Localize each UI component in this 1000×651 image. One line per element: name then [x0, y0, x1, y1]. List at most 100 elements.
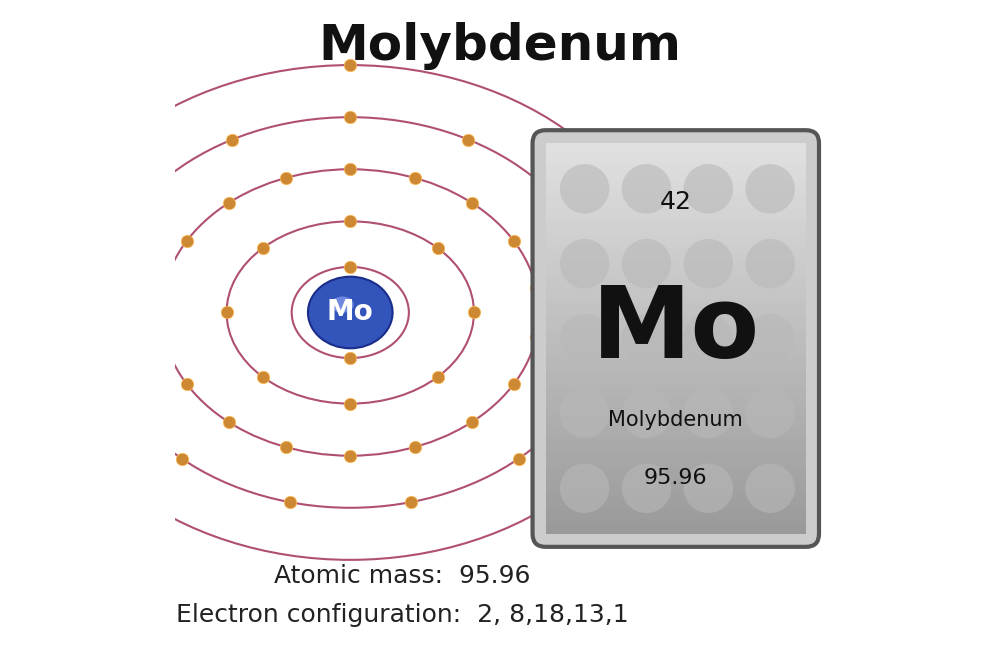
Bar: [546, 451, 806, 456]
Bar: [546, 432, 806, 436]
Text: 95.96: 95.96: [644, 469, 708, 488]
Bar: [546, 217, 806, 221]
Point: [342, 164, 358, 174]
Point: [342, 398, 358, 409]
Point: [156, 332, 172, 342]
Point: [255, 243, 271, 253]
Circle shape: [560, 239, 609, 288]
Point: [511, 454, 527, 464]
Bar: [546, 256, 806, 260]
FancyBboxPatch shape: [533, 130, 819, 547]
Point: [506, 379, 522, 389]
Circle shape: [745, 314, 795, 363]
Bar: [546, 236, 806, 241]
Bar: [546, 146, 806, 151]
Point: [90, 284, 106, 294]
Bar: [546, 400, 806, 405]
Point: [282, 497, 298, 507]
Bar: [546, 205, 806, 210]
Bar: [546, 193, 806, 198]
Text: Mo: Mo: [592, 282, 760, 380]
Text: 42: 42: [660, 190, 692, 214]
Circle shape: [684, 239, 733, 288]
Bar: [546, 412, 806, 417]
Bar: [546, 373, 806, 378]
Bar: [546, 299, 806, 303]
Circle shape: [560, 389, 609, 438]
Bar: [546, 396, 806, 401]
Point: [278, 173, 294, 183]
Bar: [546, 186, 806, 190]
Text: Mo: Mo: [327, 298, 374, 327]
Bar: [546, 311, 806, 315]
Bar: [546, 525, 806, 530]
Bar: [546, 221, 806, 225]
Bar: [546, 248, 806, 253]
Bar: [546, 182, 806, 186]
Bar: [546, 166, 806, 171]
Point: [464, 417, 480, 428]
Point: [179, 236, 195, 246]
Circle shape: [622, 239, 671, 288]
Point: [430, 372, 446, 382]
Point: [174, 454, 190, 464]
Circle shape: [622, 314, 671, 363]
Point: [342, 262, 358, 272]
Bar: [546, 154, 806, 159]
Bar: [546, 252, 806, 256]
Bar: [546, 436, 806, 440]
Bar: [546, 463, 806, 467]
Bar: [546, 510, 806, 514]
Point: [464, 197, 480, 208]
Bar: [546, 287, 806, 292]
Bar: [546, 322, 806, 327]
Bar: [546, 162, 806, 167]
Bar: [546, 514, 806, 518]
Bar: [546, 150, 806, 155]
Circle shape: [745, 164, 795, 214]
Bar: [546, 260, 806, 264]
Point: [528, 283, 544, 293]
Bar: [546, 283, 806, 288]
Bar: [546, 303, 806, 307]
Point: [224, 134, 240, 145]
Bar: [546, 295, 806, 299]
Point: [278, 442, 294, 452]
Bar: [546, 350, 806, 354]
Bar: [546, 213, 806, 217]
Point: [221, 417, 237, 428]
Circle shape: [684, 314, 733, 363]
Point: [156, 283, 172, 293]
Bar: [546, 518, 806, 522]
Point: [528, 332, 544, 342]
Bar: [546, 189, 806, 194]
Text: Atomic mass:  95.96: Atomic mass: 95.96: [274, 564, 531, 588]
Bar: [546, 408, 806, 413]
Circle shape: [622, 464, 671, 513]
Ellipse shape: [331, 297, 354, 313]
Point: [430, 243, 446, 253]
Bar: [546, 455, 806, 460]
Bar: [546, 264, 806, 268]
Point: [342, 216, 358, 227]
Bar: [546, 529, 806, 534]
Bar: [546, 201, 806, 206]
Circle shape: [622, 389, 671, 438]
Point: [403, 497, 419, 507]
Bar: [546, 490, 806, 495]
Circle shape: [684, 464, 733, 513]
Point: [407, 442, 423, 452]
Circle shape: [684, 164, 733, 214]
Bar: [546, 459, 806, 464]
Bar: [546, 471, 806, 475]
Bar: [546, 342, 806, 346]
Point: [342, 450, 358, 461]
Point: [551, 197, 567, 207]
Bar: [546, 498, 806, 503]
Bar: [546, 447, 806, 452]
Bar: [546, 240, 806, 245]
Bar: [546, 229, 806, 233]
Bar: [546, 338, 806, 342]
Bar: [546, 393, 806, 397]
Point: [466, 307, 482, 318]
